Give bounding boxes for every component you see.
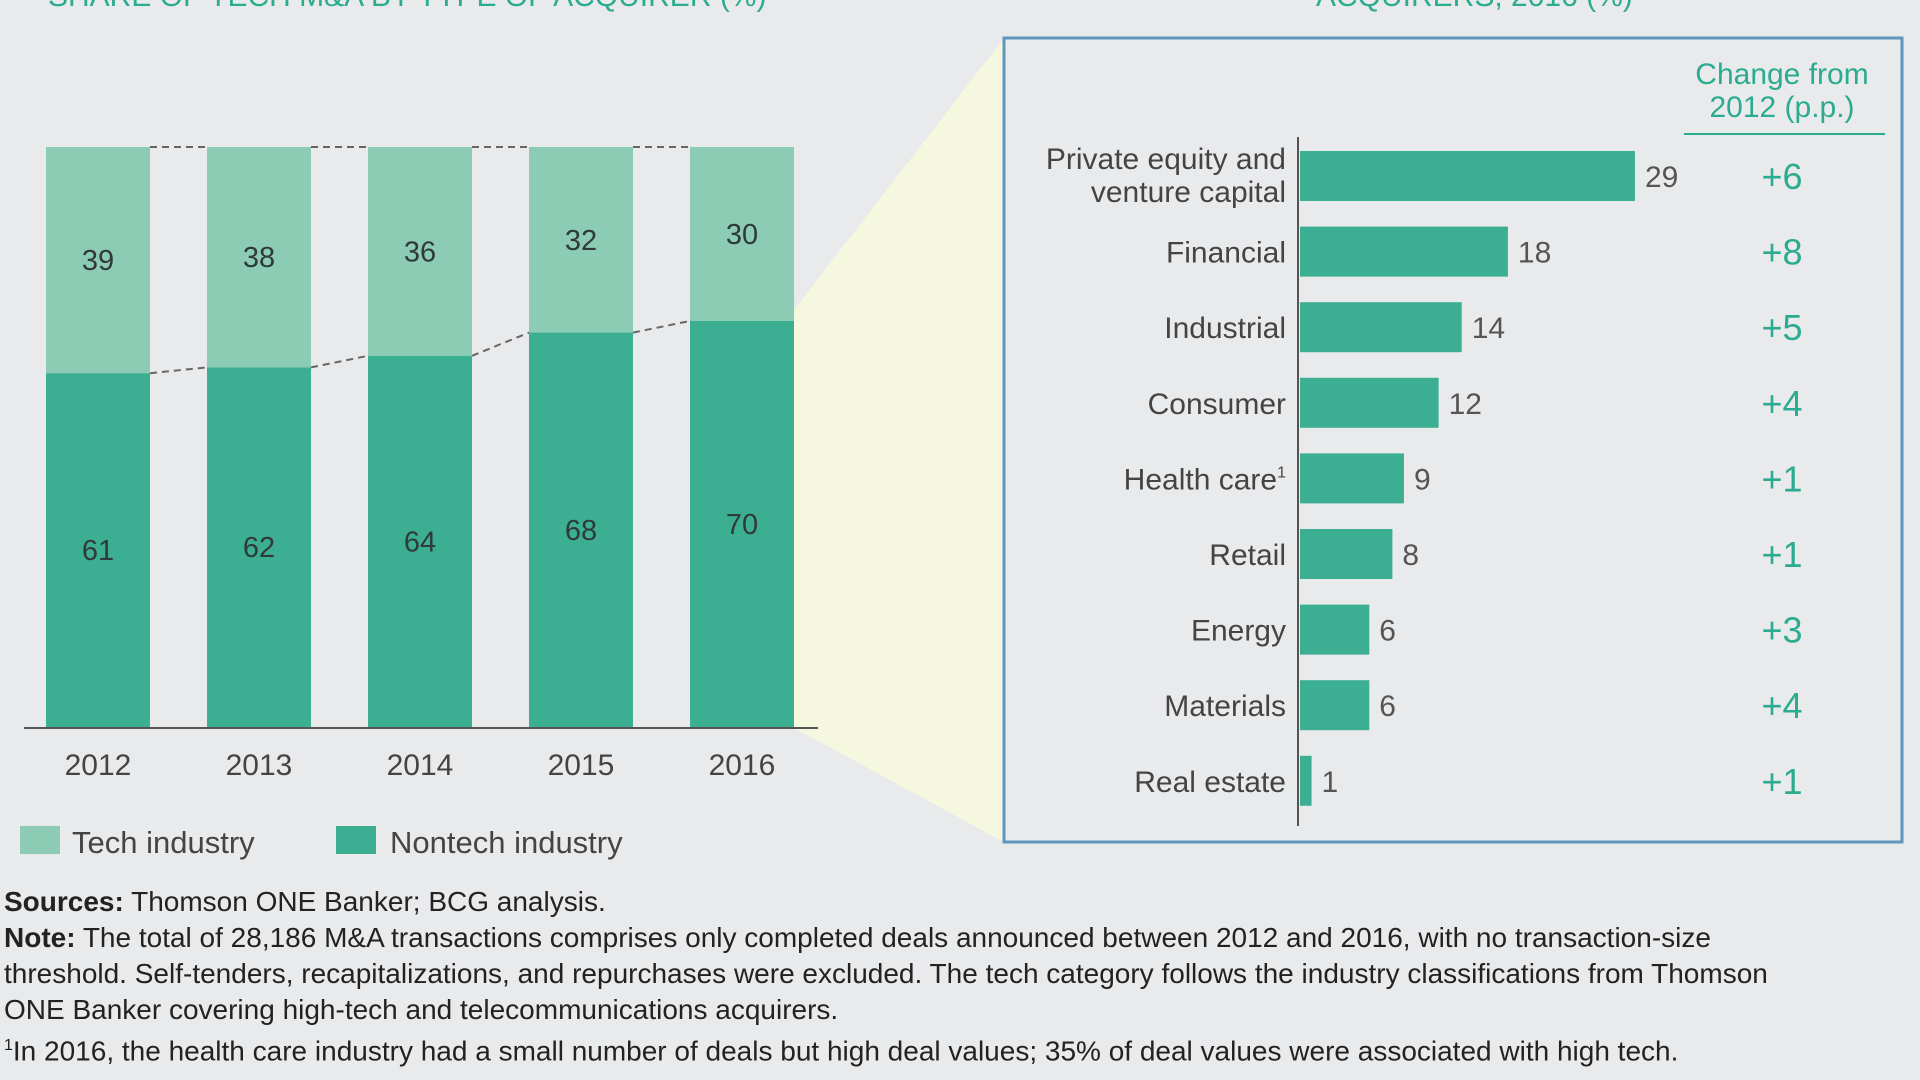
- note-label: Note:: [4, 922, 76, 953]
- label-nontech-2014: 64: [404, 526, 436, 558]
- bar-tech-2014: [368, 147, 472, 356]
- change-header-line2: 2012 (p.p.): [1709, 91, 1854, 124]
- legend-swatch-tech: [20, 826, 60, 854]
- label-tech-2014: 36: [404, 236, 436, 268]
- connector-split-2015: [632, 320, 691, 334]
- label-tech-2015: 32: [565, 225, 597, 257]
- x-tick-2016: 2016: [709, 749, 776, 782]
- change-value-energy: +3: [1761, 610, 1802, 651]
- bar-private-equity-and-venture-capital: [1300, 151, 1635, 201]
- category-label-financial: Financial: [1166, 237, 1286, 270]
- category-label-real-estate: Real estate: [1134, 766, 1286, 799]
- bar-nontech-2015: [529, 332, 633, 727]
- category-label-pe-line2: venture capital: [1091, 176, 1286, 209]
- label-nontech-2012: 61: [82, 535, 114, 567]
- chart-canvas: 3961201238622013366420143268201530702016…: [20, 36, 1904, 860]
- left-chart-title: SHARE OF TECH M&A BY TYPE OF ACQUIRER (%…: [48, 0, 766, 14]
- health-care-footnote-marker: 1: [1277, 464, 1286, 481]
- bar-tech-2012: [46, 147, 150, 374]
- bar-materials: [1300, 680, 1370, 731]
- change-header-line1: Change from: [1695, 58, 1868, 91]
- label-tech-2016: 30: [726, 219, 758, 251]
- legend-swatch-nontech: [336, 826, 376, 854]
- bar-real-estate: [1300, 755, 1312, 806]
- footnotes: Sources: Thomson ONE Banker; BCG analysi…: [4, 884, 1904, 1069]
- sources-text: Thomson ONE Banker; BCG analysis.: [123, 886, 606, 917]
- bar-tech-2016: [690, 147, 794, 321]
- category-label-retail: Retail: [1209, 539, 1286, 572]
- bar-tech-2015: [529, 147, 633, 333]
- value-label-financial: 18: [1518, 237, 1551, 270]
- bar-nontech-2016: [690, 321, 794, 727]
- category-label-pe-line1: Private equity and: [1046, 143, 1286, 176]
- value-label-consumer: 12: [1449, 388, 1482, 421]
- bar-tech-2013: [207, 147, 311, 368]
- change-value-private-equity-and-venture-capital: +6: [1761, 156, 1802, 197]
- label-nontech-2016: 70: [726, 509, 758, 541]
- value-label-real-estate: 1: [1322, 766, 1339, 799]
- value-label-energy: 6: [1379, 615, 1396, 648]
- x-tick-2015: 2015: [548, 749, 615, 782]
- category-label-materials: Materials: [1164, 690, 1286, 723]
- x-tick-2012: 2012: [65, 749, 132, 782]
- value-label-health-care: 9: [1414, 463, 1431, 496]
- value-label-retail: 8: [1402, 539, 1419, 572]
- connector-split-2013: [310, 354, 369, 369]
- category-label-consumer: Consumer: [1148, 388, 1286, 421]
- change-value-real-estate: +1: [1761, 761, 1802, 802]
- value-label-private-equity-and-venture-capital: 29: [1645, 161, 1678, 194]
- category-label-health-care: Health care1: [1124, 463, 1286, 496]
- value-label-industrial: 14: [1472, 312, 1505, 345]
- connector-split-2014: [471, 331, 530, 357]
- change-value-materials: +4: [1761, 685, 1802, 726]
- change-value-health-care: +1: [1761, 458, 1802, 499]
- value-label-materials: 6: [1379, 690, 1396, 723]
- bar-nontech-2012: [46, 373, 150, 727]
- note-line-3: ONE Banker covering high-tech and teleco…: [4, 994, 839, 1025]
- category-label-industrial: Industrial: [1164, 312, 1286, 345]
- change-value-retail: +1: [1761, 534, 1802, 575]
- note-text-1: The total of 28,186 M&A transactions com…: [75, 922, 1711, 953]
- bar-nontech-2014: [368, 355, 472, 727]
- footnote-marker: 1: [4, 1037, 13, 1054]
- bar-consumer: [1300, 377, 1439, 428]
- sources-label: Sources:: [4, 886, 124, 917]
- bar-nontech-2013: [207, 367, 311, 727]
- connector-split-2012: [149, 366, 208, 375]
- category-label-health-care-text: Health care: [1124, 463, 1277, 496]
- note-line-1: Note: The total of 28,186 M&A transactio…: [4, 920, 1904, 956]
- label-nontech-2015: 68: [565, 515, 597, 547]
- label-tech-2013: 38: [243, 242, 275, 274]
- bar-energy: [1300, 604, 1370, 655]
- change-value-industrial: +5: [1761, 307, 1802, 348]
- sources-line: Sources: Thomson ONE Banker; BCG analysi…: [4, 884, 1904, 920]
- legend-label-tech: Tech industry: [72, 825, 255, 860]
- right-chart-title: ACQUIRERS, 2016 (%): [1316, 0, 1633, 14]
- category-label-energy: Energy: [1191, 615, 1286, 648]
- bar-industrial: [1300, 302, 1462, 353]
- zoom-wedge: [794, 38, 1004, 842]
- x-tick-2013: 2013: [226, 749, 293, 782]
- bar-health-care: [1300, 453, 1404, 504]
- label-nontech-2013: 62: [243, 532, 275, 564]
- legend-label-nontech: Nontech industry: [390, 825, 623, 860]
- label-tech-2012: 39: [82, 245, 114, 277]
- change-value-consumer: +4: [1761, 383, 1802, 424]
- bar-retail: [1300, 529, 1393, 579]
- change-value-financial: +8: [1761, 232, 1802, 273]
- x-tick-2014: 2014: [387, 749, 454, 782]
- note-line-2: threshold. Self-tenders, recapitalizatio…: [4, 958, 1768, 989]
- footnote-line: 1In 2016, the health care industry had a…: [4, 1028, 1904, 1069]
- footnote-text: In 2016, the health care industry had a …: [12, 1035, 1679, 1067]
- bar-financial: [1300, 226, 1508, 277]
